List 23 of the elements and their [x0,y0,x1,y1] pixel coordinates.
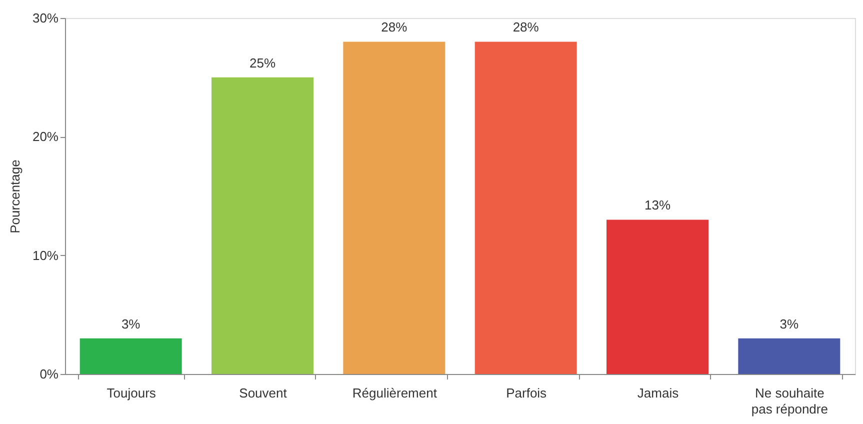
data-label: 25% [249,55,276,70]
y-tick-label: 0% [40,366,59,382]
x-tick-label: Régulièrement [352,386,438,400]
bar [80,338,182,374]
bar [474,42,577,374]
y-axis-title: Pourcentage [7,160,22,234]
bar [738,338,840,374]
data-label: 13% [644,198,671,213]
x-tick-label: Jamais [637,386,680,400]
data-label: 28% [512,20,540,35]
y-tick-label: 30% [32,10,59,26]
data-label: 28% [381,20,408,35]
y-tick-label: 20% [32,129,59,144]
y-tick-label: 10% [32,248,59,263]
bar [606,220,708,374]
x-tick-label: Souvent [239,386,288,400]
bar [212,77,314,374]
x-tick-label: Ne souhaite pas répondre [751,386,828,416]
data-label: 3% [780,316,799,332]
x-tick-label: Toujours [106,386,156,400]
x-tick-label: Parfois [506,386,548,400]
bar [343,42,446,374]
data-label: 3% [121,316,141,332]
